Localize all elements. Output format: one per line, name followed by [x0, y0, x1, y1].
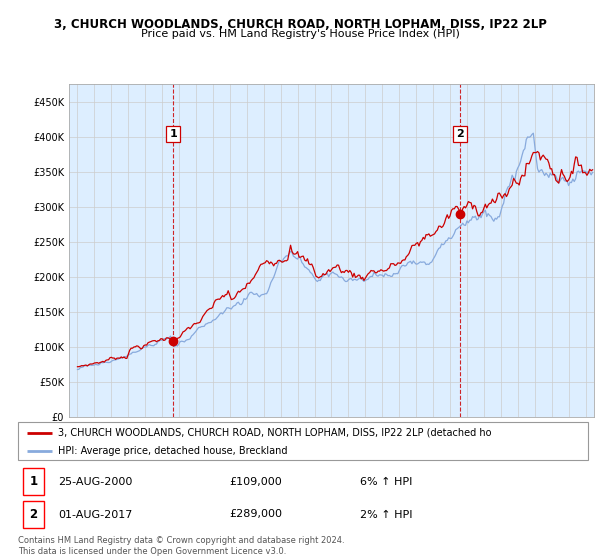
Text: £109,000: £109,000: [229, 477, 281, 487]
Text: 01-AUG-2017: 01-AUG-2017: [58, 510, 132, 520]
Text: HPI: Average price, detached house, Breckland: HPI: Average price, detached house, Brec…: [58, 446, 287, 456]
Text: 25-AUG-2000: 25-AUG-2000: [58, 477, 132, 487]
Text: 3, CHURCH WOODLANDS, CHURCH ROAD, NORTH LOPHAM, DISS, IP22 2LP (detached ho: 3, CHURCH WOODLANDS, CHURCH ROAD, NORTH …: [58, 428, 491, 438]
Text: 2% ↑ HPI: 2% ↑ HPI: [360, 510, 413, 520]
Text: Contains HM Land Registry data © Crown copyright and database right 2024.
This d: Contains HM Land Registry data © Crown c…: [18, 536, 344, 556]
Text: 2: 2: [456, 129, 464, 139]
Text: 1: 1: [29, 475, 37, 488]
Text: Price paid vs. HM Land Registry's House Price Index (HPI): Price paid vs. HM Land Registry's House …: [140, 29, 460, 39]
Text: 6% ↑ HPI: 6% ↑ HPI: [360, 477, 412, 487]
Text: 2: 2: [29, 508, 37, 521]
Bar: [23, 468, 44, 495]
Text: £289,000: £289,000: [229, 510, 282, 520]
Bar: [23, 501, 44, 528]
Text: 1: 1: [169, 129, 177, 139]
Text: 3, CHURCH WOODLANDS, CHURCH ROAD, NORTH LOPHAM, DISS, IP22 2LP: 3, CHURCH WOODLANDS, CHURCH ROAD, NORTH …: [53, 18, 547, 31]
